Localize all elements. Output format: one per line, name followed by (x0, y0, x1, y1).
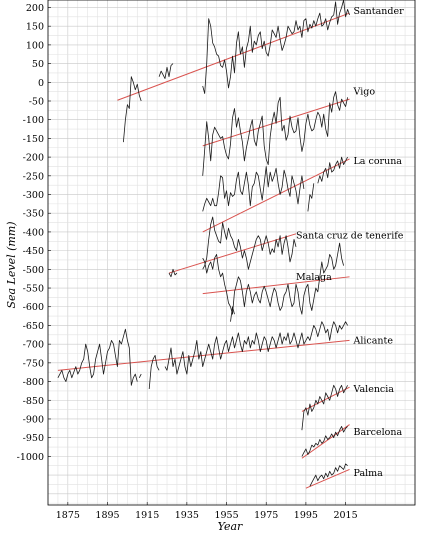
x-tick-label: 1975 (254, 510, 278, 521)
series-line-santander (123, 76, 142, 143)
series-line-barcelona (301, 426, 348, 457)
station-label-santander: Santander (354, 6, 405, 17)
series-line-malaga (230, 306, 235, 322)
x-tick-label: 1895 (95, 510, 119, 521)
series-line-alicante (164, 321, 348, 375)
x-tick-label: 1935 (175, 510, 199, 521)
trend-line-la-coruna (202, 158, 350, 233)
y-tick-label: -100 (23, 115, 44, 126)
station-label-palma: Palma (354, 468, 384, 479)
y-tick-label: -350 (23, 209, 44, 220)
y-tick-label: -450 (23, 246, 44, 257)
series-line-santander (202, 0, 350, 94)
data-series (57, 0, 350, 487)
series-line-la-coruna (202, 166, 305, 212)
y-tick-label: -550 (23, 284, 44, 295)
trend-line-valencia (301, 386, 350, 412)
y-tick-label: -400 (23, 227, 44, 238)
y-tick-label: 0 (38, 78, 44, 89)
x-tick-labels: 1875 1895 1915 1935 1955 1975 1995 2015 (56, 502, 358, 521)
y-tick-label: -150 (23, 134, 44, 145)
station-label-santa-cruz-de-tenerife: Santa cruz de tenerife (296, 231, 404, 242)
series-line-vigo (202, 91, 348, 176)
trend-line-barcelona (301, 424, 350, 459)
series-line-valencia (301, 384, 348, 431)
y-tick-label: 50 (32, 59, 44, 70)
y-tick-label: -250 (23, 171, 44, 182)
y-axis-label: Sea Level (mm) (5, 221, 18, 308)
series-line-alicante (148, 355, 160, 390)
y-tick-labels: 200 150 100 50 0 -50 -100 -150 -200 -250 -300 -350 -… (17, 3, 51, 463)
station-labels: Santander Vigo La coruna Santa cruz de tene… (296, 6, 404, 479)
y-tick-label: -600 (23, 302, 44, 313)
x-tick-label: 1915 (135, 510, 159, 521)
series-line-la-coruna (317, 156, 348, 184)
y-tick-label: -50 (29, 97, 44, 108)
series-line-la-coruna (307, 183, 315, 212)
y-tick-label: -500 (23, 265, 44, 276)
trend-line-santa-cruz-de-tenerife (168, 233, 297, 274)
x-tick-label: 1875 (56, 510, 80, 521)
y-tick-label: -650 (23, 321, 44, 332)
series-line-alicante (57, 328, 138, 386)
station-label-malaga: Malaga (296, 272, 332, 283)
station-label-vigo: Vigo (353, 87, 376, 98)
series-line-alicante (138, 373, 142, 378)
y-tick-label: -200 (23, 153, 44, 164)
x-tick-label: 1995 (294, 510, 318, 521)
y-tick-label: 100 (26, 40, 44, 51)
y-tick-label: -750 (23, 358, 44, 369)
series-line-malaga (202, 242, 344, 315)
station-label-la-coruna: La coruna (354, 156, 403, 167)
series-line-santander (158, 63, 174, 79)
y-tick-label: -700 (23, 340, 44, 351)
y-tick-label: -800 (23, 377, 44, 388)
trend-line-malaga (202, 276, 350, 295)
station-label-valencia: Valencia (353, 384, 395, 395)
x-tick-label: 1955 (214, 510, 238, 521)
y-tick-label: -900 (23, 414, 44, 425)
station-label-alicante: Alicante (353, 335, 394, 346)
y-tick-label: -300 (23, 190, 44, 201)
station-label-barcelona: Barcelona (354, 427, 403, 438)
y-tick-label: -850 (23, 396, 44, 407)
series-line-palma (309, 463, 348, 487)
trend-line-palma (305, 469, 350, 489)
trend-line-alicante (57, 339, 350, 371)
series-line-santa-cruz-de-tenerife (202, 216, 297, 270)
series-line-santa-cruz-de-tenerife (168, 268, 178, 278)
x-axis-label: Year (218, 520, 243, 533)
trend-line-santander (117, 12, 350, 101)
grid (47, 0, 416, 506)
y-tick-label: 150 (26, 22, 44, 33)
y-tick-label: -950 (23, 433, 44, 444)
y-tick-label: -1000 (17, 452, 44, 463)
plot-frame (47, 0, 416, 506)
x-tick-label: 2015 (333, 510, 357, 521)
y-tick-label: 200 (26, 3, 44, 14)
